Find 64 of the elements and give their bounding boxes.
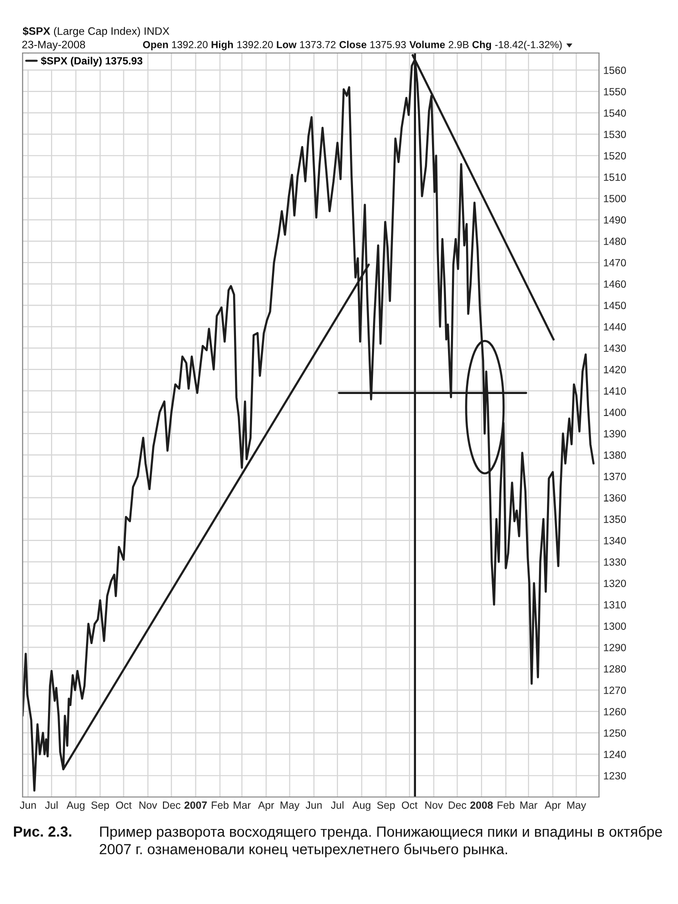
- x-tick-label: Mar: [520, 802, 538, 809]
- y-tick-label: 1460: [604, 280, 626, 288]
- y-tick-label: 1560: [604, 66, 626, 74]
- y-tick-label: 1480: [604, 238, 626, 246]
- x-tick-label: Apr: [544, 802, 561, 811]
- x-tick-label: Jul: [45, 801, 58, 809]
- x-tick-label: Dec: [162, 802, 180, 809]
- y-tick-label: 1390: [604, 430, 626, 438]
- x-tick-label: Jun: [306, 802, 322, 809]
- y-tick-label: 1530: [604, 130, 626, 138]
- y-tick-label: 1330: [604, 558, 626, 566]
- y-tick-label: 1240: [604, 750, 626, 758]
- chart-title: $SPX (Large Cap Index) INDX: [22, 26, 170, 38]
- x-tick-label: Feb: [498, 801, 514, 809]
- x-tick-label: May: [280, 802, 300, 811]
- x-tick-label: Mar: [234, 802, 251, 809]
- y-tick-label: 1230: [604, 772, 626, 780]
- y-tick-label: 1320: [604, 580, 626, 588]
- x-tick-label: Nov: [425, 802, 443, 809]
- y-tick-label: 1300: [604, 622, 626, 630]
- x-tick-label: Nov: [139, 802, 158, 809]
- y-tick-label: 1350: [604, 516, 626, 523]
- x-tick-label: Feb: [212, 801, 228, 809]
- x-tick-label: 2007: [184, 801, 207, 809]
- y-tick-label: 1410: [604, 387, 626, 395]
- y-tick-label: 1500: [604, 194, 626, 202]
- y-tick-label: 1370: [604, 472, 626, 480]
- y-tick-label: 1400: [604, 408, 626, 416]
- x-tick-label: Jul: [330, 801, 344, 809]
- legend-label: $SPX (Daily) 1375.93: [40, 56, 142, 67]
- y-tick-label: 1420: [604, 366, 626, 374]
- y-tick-label: 1470: [604, 259, 626, 266]
- y-tick-label: 1270: [604, 686, 626, 694]
- y-tick-label: 1540: [604, 109, 626, 117]
- x-tick-label: Oct: [116, 801, 132, 809]
- x-tick-label: 2008: [470, 801, 493, 809]
- x-tick-label: Aug: [66, 802, 84, 811]
- chart-subtitle: 23-May-2008: [22, 40, 86, 51]
- x-tick-label: Sep: [377, 801, 395, 811]
- y-tick-label: 1380: [604, 451, 626, 459]
- text: Рис. 2.3.: [14, 826, 72, 837]
- y-tick-label: 1310: [604, 601, 626, 608]
- x-tick-label: Jun: [20, 802, 36, 809]
- y-tick-label: 1450: [604, 302, 626, 310]
- y-tick-label: 1490: [604, 216, 626, 224]
- text: Open 1392.20 High 1392.20 Low 1373.72 Close 1375.93 Volume 2.9B Chg -18.42(-1.32%): [143, 40, 562, 50]
- y-tick-label: 1550: [604, 88, 626, 96]
- x-tick-label: Oct: [402, 801, 418, 809]
- y-tick-label: 1340: [604, 536, 626, 544]
- text: Пример разворота восходящего тренда. Понижающиеся пики и впадины в октябре 2007 г. ознаменовали конец четырехлетнего бычьего рынка.: [100, 826, 662, 858]
- y-tick-label: 1510: [604, 174, 626, 181]
- y-tick-label: 1430: [604, 344, 626, 352]
- y-tick-label: 1520: [604, 152, 626, 160]
- x-tick-label: May: [567, 802, 586, 811]
- y-tick-label: 1360: [604, 494, 626, 502]
- y-tick-label: 1440: [604, 323, 626, 331]
- x-tick-label: Apr: [258, 802, 274, 811]
- y-tick-label: 1260: [604, 708, 626, 716]
- x-tick-label: Sep: [91, 801, 109, 811]
- y-tick-label: 1250: [604, 729, 626, 737]
- x-tick-label: Aug: [352, 802, 370, 811]
- y-tick-label: 1280: [604, 665, 626, 673]
- x-tick-label: Dec: [448, 802, 466, 809]
- y-tick-label: 1290: [604, 644, 626, 652]
